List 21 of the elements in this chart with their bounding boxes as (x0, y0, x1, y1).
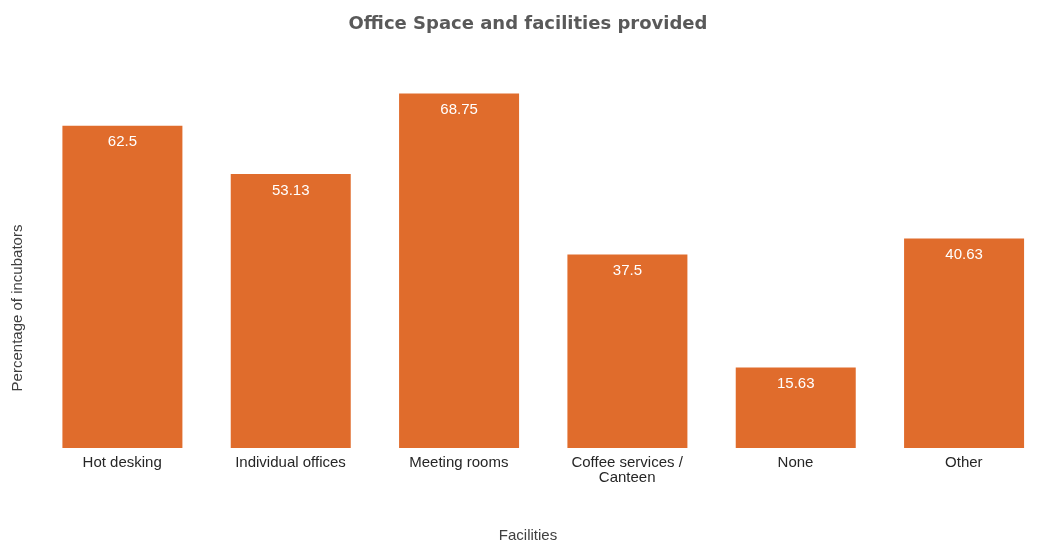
bar (904, 238, 1025, 448)
data-label: 40.63 (945, 245, 983, 263)
bar (399, 93, 520, 448)
x-tick-label: Individual offices (235, 452, 346, 470)
bar (735, 367, 856, 448)
x-tick-label: Hot desking (82, 452, 162, 470)
data-label: 62.5 (107, 132, 138, 150)
x-tick-label: Coffee services / Canteen (571, 452, 684, 485)
x-tick-label: Other (945, 452, 983, 470)
x-tick-label: Meeting rooms (409, 452, 509, 470)
data-label: 15.63 (776, 374, 815, 392)
y-axis-title: Percentage of incubators (7, 224, 25, 392)
bar (62, 125, 183, 448)
bar (230, 174, 351, 448)
x-axis-title: Facilities (497, 526, 559, 543)
data-label: 37.5 (612, 261, 643, 279)
bar (567, 254, 688, 448)
data-label: 53.13 (271, 180, 310, 198)
data-label: 68.75 (440, 100, 478, 118)
chart-title: Office Space and facilities provided (347, 12, 709, 33)
x-tick-label: None (777, 452, 814, 470)
